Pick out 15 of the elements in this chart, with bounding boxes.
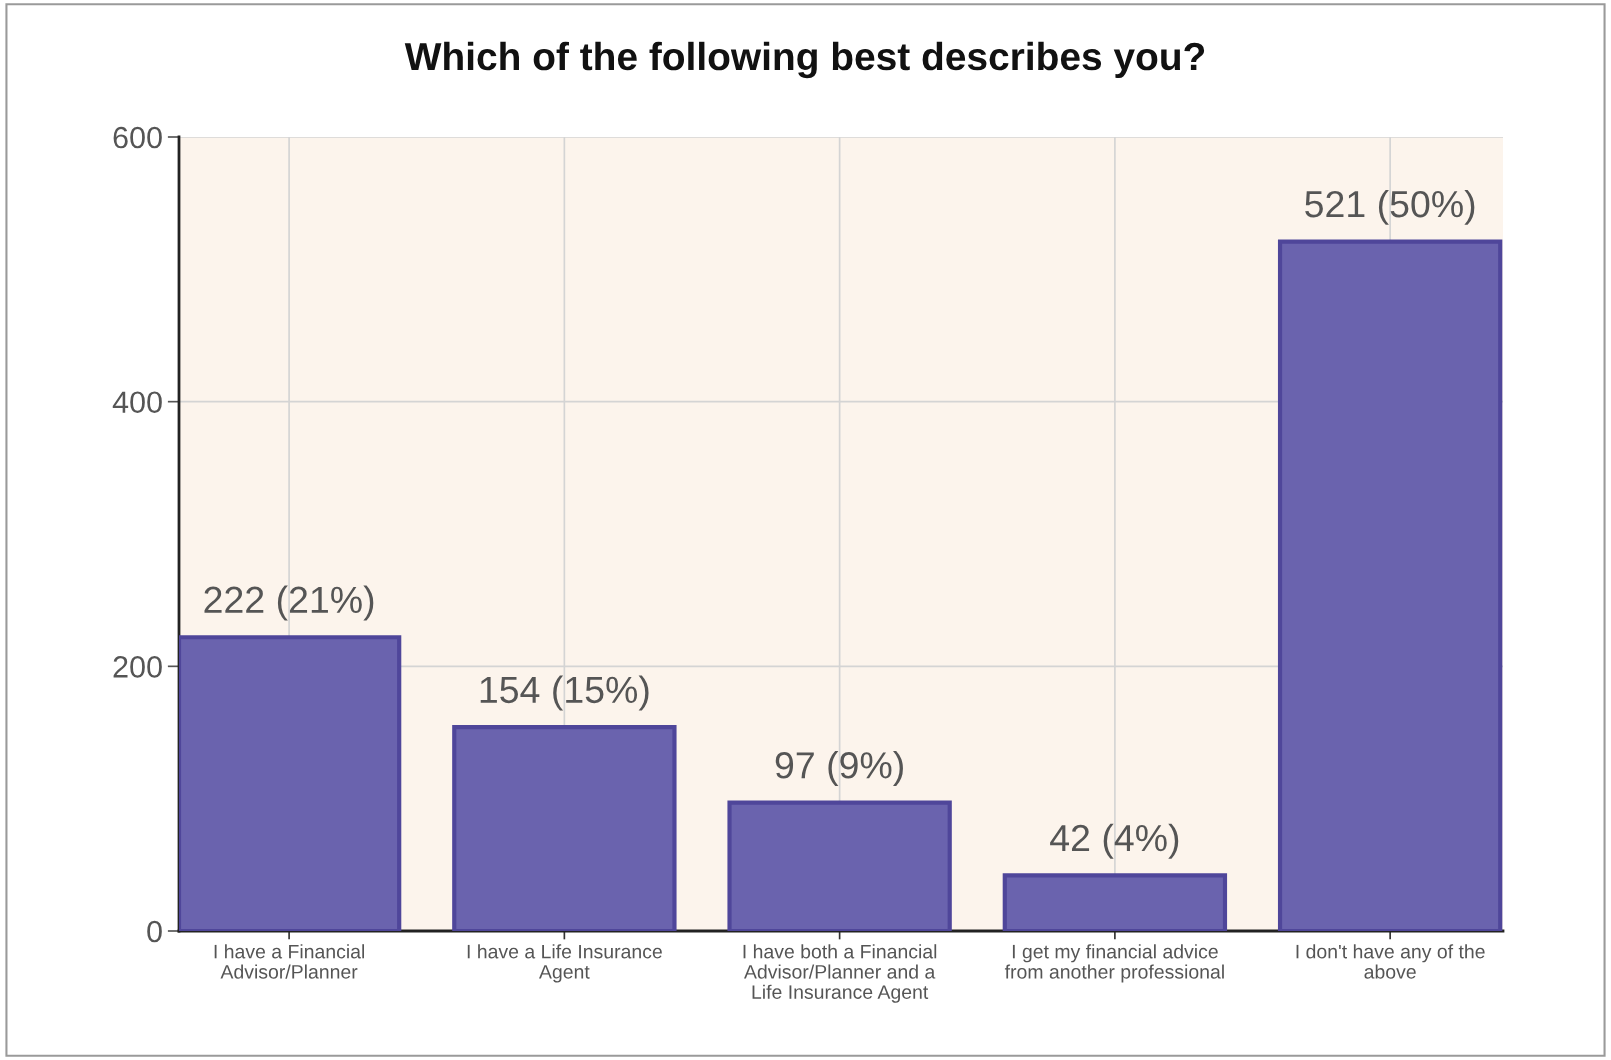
y-tick-label: 600 [113,126,162,149]
y-tick-label: 0 [147,920,162,943]
data-label: 42 (4%) [1050,823,1179,859]
y-tick-label: 200 [113,656,162,678]
y-tick-label: 400 [112,391,162,414]
x-tick-label: I don't have any of the above [1296,944,1485,979]
x-tick-label: I have a Life Insurance Agent [467,944,662,983]
chart-title: Which of the following best describes you? [404,41,1205,79]
data-label: 97 (9%) [775,751,903,786]
data-label: 222 (21%) [204,585,374,621]
x-tick-label: I have a Financial Advisor/Planner [214,944,365,979]
x-tick-label: I get my financial advice from another professional [1004,944,1224,983]
x-tick-label: I have both a Financial Advisor/Planner and a Life Insurance Agent [743,944,937,1003]
data-label: 154 (15%) [480,675,649,711]
data-label: 521 (50%) [1305,189,1475,225]
